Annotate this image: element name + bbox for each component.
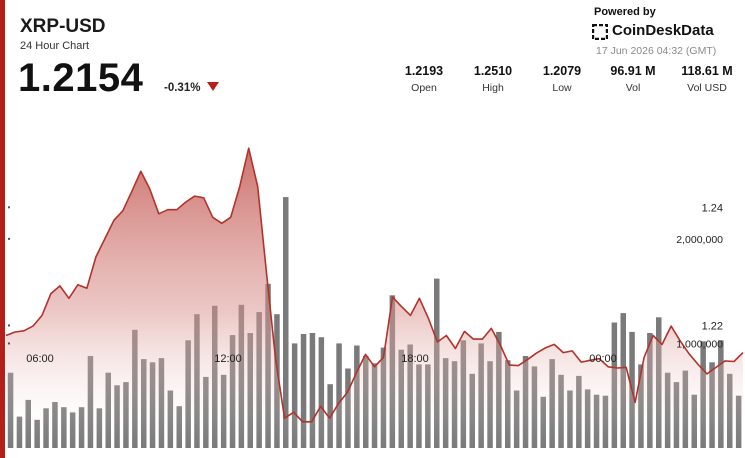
- price-area-fill: [6, 148, 743, 448]
- volume-y-tick: [8, 342, 10, 345]
- volume-bar: [309, 333, 316, 448]
- chart-subtitle: 24 Hour Chart: [20, 40, 90, 52]
- accent-bar: [0, 0, 5, 458]
- stat-high-label: High: [482, 82, 504, 94]
- price-change: -0.31%: [164, 82, 201, 94]
- symbol-title: XRP-USD: [20, 16, 106, 37]
- stat-vol-usd: 118.61 M Vol USD: [676, 64, 738, 94]
- stat-vol-value: 96.91 M: [610, 64, 656, 78]
- stat-low: 1.2079 Low: [538, 64, 586, 94]
- stat-high-value: 1.2510: [473, 64, 513, 78]
- time-axis-label: 12:00: [214, 353, 242, 365]
- price-area: [5, 147, 744, 448]
- current-price: 1.2154: [18, 56, 144, 100]
- volume-y-tick-label: 2,000,000: [676, 234, 723, 246]
- stat-low-value: 1.2079: [542, 64, 582, 78]
- volume-y-tick-label: 1,000,000: [676, 338, 723, 350]
- price-y-tick: [8, 206, 10, 209]
- down-arrow-icon: [207, 82, 219, 91]
- price-line: [5, 147, 744, 423]
- coindesk-logo-icon: [592, 24, 608, 40]
- stat-vol-usd-label: Vol USD: [687, 82, 727, 94]
- time-axis-label: 06:00: [26, 353, 54, 365]
- stat-vol-label: Vol: [625, 82, 641, 94]
- powered-by-label: Powered by: [594, 6, 656, 18]
- stat-vol-usd-value: 118.61 M: [681, 64, 733, 78]
- stat-vol: 96.91 M Vol: [604, 64, 662, 94]
- axis-labels: 1.22 1.24 1,000,000 2,000,000 06:00 12:00 18:0…: [8, 202, 723, 365]
- volume-bar: [291, 343, 298, 448]
- price-y-tick: [8, 324, 10, 327]
- price-y-tick-label: 1.24: [702, 202, 723, 214]
- volume-y-tick: [8, 237, 10, 240]
- volume-bar: [336, 343, 342, 448]
- price-y-tick-label: 1.22: [702, 320, 723, 332]
- timestamp: 17 Jun 2026 04:32 (GMT): [596, 45, 717, 57]
- volume-bar: [300, 334, 307, 448]
- time-axis-label: 00:00: [589, 353, 617, 365]
- stat-open-value: 1.2193: [404, 64, 444, 78]
- volume-bar: [283, 197, 289, 448]
- stat-high: 1.2510 High: [469, 64, 517, 94]
- brand-name: CoinDeskData: [612, 22, 714, 39]
- time-axis-label: 18:00: [401, 353, 429, 365]
- stat-open-label: Open: [411, 82, 437, 94]
- stat-low-label: Low: [552, 82, 572, 94]
- volume-bar: [318, 337, 325, 448]
- stat-open: 1.2193 Open: [400, 64, 448, 94]
